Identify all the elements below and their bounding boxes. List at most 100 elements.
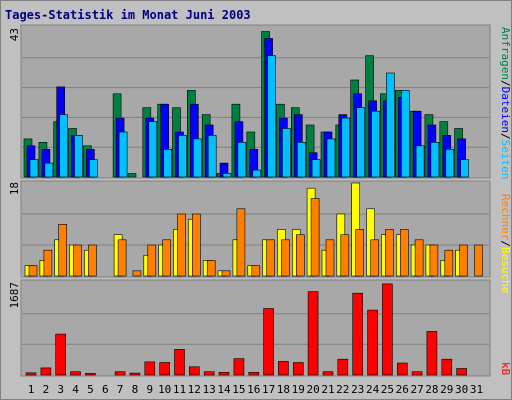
x-tick-label: 5 (87, 383, 94, 396)
gridlines-top (22, 57, 489, 148)
bar-kb-day-21 (322, 371, 334, 376)
x-tick-label: 18 (277, 383, 290, 396)
bar-seiten-day-30 (460, 159, 469, 178)
bar-seiten-day-17 (267, 55, 276, 178)
bar-kb-day-1 (25, 372, 37, 376)
legend-kb: kB (499, 362, 512, 376)
legend-pages: Seiten (499, 140, 512, 180)
bar-seiten-day-18 (282, 128, 291, 178)
ymax-label-bottom: 1687 (8, 282, 21, 309)
x-axis-day-labels: 1 2 3 4 5 6 7 8 9 10 11 12 13 14 15 16 17 18 19 20 21 22 23 24 2… (28, 383, 483, 396)
bar-rechner-day-21 (325, 239, 335, 277)
bar-kb-day-11 (174, 349, 185, 376)
bar-seiten-day-7 (118, 131, 128, 178)
bar-rechner-day-14 (221, 270, 231, 277)
x-tick-label: 24 (366, 383, 380, 396)
bar-rechner-day-4 (73, 244, 82, 277)
x-tick-label: 21 (321, 383, 334, 396)
x-tick-label: 4 (72, 383, 79, 396)
bar-kb-day-27 (411, 371, 423, 376)
bar-kb-day-10 (159, 362, 170, 376)
x-tick-label: 16 (247, 383, 260, 396)
legend-hosts: Rechner (499, 194, 512, 241)
panel-visits-hosts: 18 Rechner/Besuche (8, 180, 512, 293)
bar-kb-day-15 (233, 358, 245, 376)
bar-kb-day-13 (203, 371, 215, 376)
bar-rechner-day-16 (251, 265, 261, 277)
bar-kb-day-3 (55, 333, 67, 376)
x-tick-label: 23 (351, 383, 364, 396)
panel-kilobytes: 1687 kB (8, 279, 512, 377)
bar-anfragen-day-8 (127, 173, 137, 178)
legend-visits: Besuche (499, 247, 512, 293)
bar-rechner-day-31 (474, 244, 483, 277)
bar-rechner-day-19 (295, 234, 305, 277)
bar-kb-day-2 (40, 367, 52, 376)
bar-rechner-day-1 (28, 265, 38, 277)
x-tick-label: 7 (117, 383, 124, 396)
bar-seiten-day-28 (430, 142, 440, 178)
bar-seiten-day-15 (237, 142, 247, 178)
bar-kb-day-9 (144, 361, 156, 376)
bar-rechner-day-8 (132, 270, 142, 277)
bar-kb-day-22 (337, 358, 349, 376)
x-tick-label: 11 (173, 383, 186, 396)
bar-seiten-day-5 (89, 159, 98, 178)
bar-rechner-day-26 (399, 229, 409, 277)
x-tick-label: 10 (158, 383, 171, 396)
bar-seiten-day-21 (326, 138, 336, 178)
bar-kb-day-4 (70, 371, 81, 376)
x-tick-label: 20 (306, 383, 319, 396)
x-tick-label: 8 (132, 383, 139, 396)
x-tick-label: 31 (470, 383, 483, 396)
x-tick-label: 29 (440, 383, 453, 396)
x-tick-label: 14 (217, 383, 231, 396)
bar-seiten-day-9 (148, 121, 158, 178)
bar-kb-day-7 (114, 371, 126, 376)
x-tick-label: 6 (102, 383, 109, 396)
bar-rechner-day-18 (281, 239, 290, 277)
bars-bottom (25, 283, 467, 376)
plot-area-bottom (20, 279, 491, 377)
bar-seiten-day-12 (193, 138, 202, 178)
x-tick-label: 1 (28, 383, 35, 396)
legend-requests: Anfragen (499, 27, 512, 80)
bar-rechner-day-20 (310, 198, 320, 277)
x-tick-label: 12 (188, 383, 201, 396)
bar-kb-day-19 (292, 362, 304, 376)
bar-kb-day-20 (307, 291, 319, 376)
bar-rechner-day-2 (43, 249, 53, 277)
bar-seiten-day-16 (252, 169, 262, 178)
bar-rechner-day-9 (147, 244, 157, 277)
x-tick-label: 15 (232, 383, 245, 396)
bar-seiten-day-20 (311, 159, 321, 178)
bar-kb-day-14 (218, 371, 230, 376)
x-tick-label: 26 (396, 383, 409, 396)
bars-middle (24, 182, 483, 277)
x-tick-label: 19 (292, 383, 305, 396)
x-tick-label: 25 (381, 383, 394, 396)
bar-kb-day-26 (396, 362, 408, 376)
bar-seiten-day-4 (74, 135, 83, 178)
bar-seiten-day-29 (445, 149, 455, 178)
bar-rechner-day-17 (266, 239, 275, 277)
x-tick-label: 17 (262, 383, 275, 396)
bar-kb-day-18 (278, 361, 289, 376)
bar-kb-day-17 (263, 308, 274, 376)
bar-rechner-day-22 (340, 234, 350, 277)
bar-seiten-day-1 (29, 159, 39, 178)
bar-rechner-day-11 (177, 213, 186, 277)
bar-kb-day-12 (189, 366, 200, 376)
bar-rechner-day-5 (88, 244, 97, 277)
bars-top (23, 31, 469, 178)
bar-seiten-day-3 (59, 114, 69, 178)
legend-separator: / (499, 80, 512, 87)
x-tick-label: 22 (336, 383, 349, 396)
legend-separator: / (499, 240, 512, 247)
x-tick-label: 2 (43, 383, 50, 396)
x-tick-label: 30 (455, 383, 468, 396)
ymax-label-top: 43 (8, 28, 21, 41)
x-tick-label: 9 (146, 383, 153, 396)
bar-kb-day-8 (129, 372, 141, 376)
